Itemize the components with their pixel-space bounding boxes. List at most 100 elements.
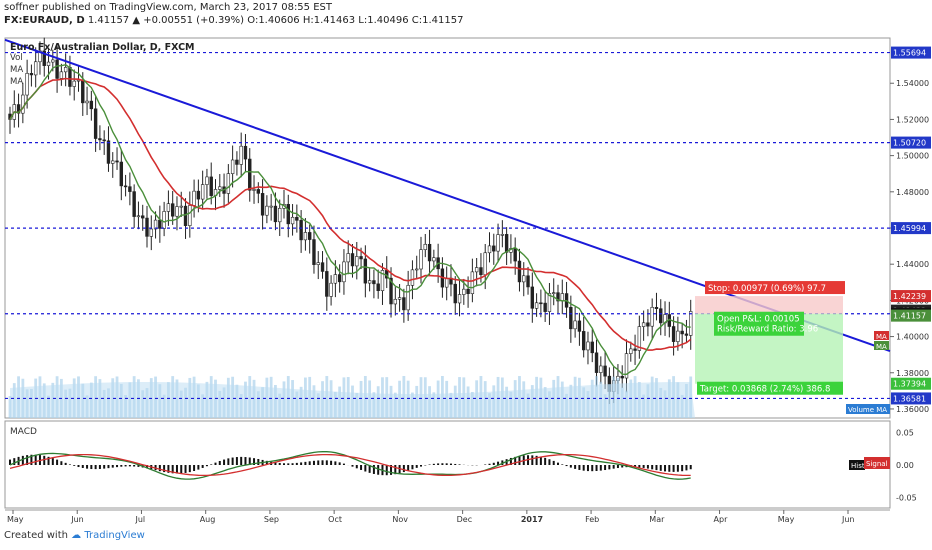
y-tick-label: 1.50000 — [896, 152, 929, 161]
candle — [393, 298, 398, 305]
candle — [337, 274, 342, 283]
indicator-legend: MA — [10, 77, 23, 87]
candle — [603, 365, 607, 377]
candle — [423, 243, 427, 250]
macd-tick-label: 0.05 — [896, 429, 914, 438]
macd-tick-label: -0.05 — [896, 494, 917, 503]
candle — [123, 185, 128, 188]
candle — [350, 253, 355, 267]
candle — [397, 297, 402, 300]
price-tag-box — [891, 377, 931, 390]
candle — [16, 104, 21, 114]
candle — [594, 352, 599, 373]
candle — [680, 330, 684, 335]
publish-line: soffner published on TradingView.com, Ma… — [4, 2, 332, 13]
candle — [355, 256, 359, 267]
candle — [342, 261, 346, 283]
candle — [192, 190, 196, 206]
candle — [646, 322, 650, 327]
candle — [543, 302, 547, 312]
candle — [513, 248, 517, 262]
candle — [586, 341, 590, 351]
stop-label-box — [705, 281, 845, 295]
x-tick-label: Jul — [134, 515, 145, 524]
y-tick-label: 1.40000 — [896, 333, 929, 342]
candle — [55, 59, 59, 79]
candle — [170, 203, 175, 217]
candle — [556, 292, 560, 302]
candle — [671, 326, 676, 342]
volume-ma-tag — [846, 404, 890, 414]
candle — [573, 320, 577, 330]
x-tick-label: Dec — [457, 515, 472, 524]
stop-label: Stop: 0.00977 (0.69%) 97.7 — [708, 284, 826, 294]
candle — [106, 140, 111, 164]
ma-tag-green — [874, 341, 889, 350]
candle — [166, 203, 171, 212]
candle — [273, 205, 278, 223]
candle — [226, 173, 231, 194]
candle — [316, 262, 320, 265]
candle — [235, 159, 239, 165]
candle — [230, 159, 235, 174]
price-tag: 1.37394 — [893, 380, 926, 389]
created-with-text: Created with — [4, 530, 68, 541]
candle — [637, 326, 642, 351]
candle — [111, 160, 115, 164]
candle — [303, 232, 308, 241]
candle — [389, 277, 393, 305]
x-tick-label: Oct — [328, 515, 342, 524]
candle — [196, 190, 201, 200]
target-label-box — [697, 381, 843, 395]
signal-tag-text: Signal — [866, 460, 888, 468]
candle — [569, 306, 573, 330]
candle — [462, 288, 466, 295]
candle — [372, 280, 376, 285]
candle — [81, 79, 85, 104]
candle — [641, 322, 646, 327]
x-tick-label: Mar — [649, 515, 665, 524]
candle — [376, 283, 380, 291]
y-tick-label: 1.48000 — [896, 188, 929, 197]
candle — [333, 274, 338, 284]
candle — [98, 138, 102, 141]
candle — [380, 270, 385, 291]
symbol-line: FX:EURAUD, D 1.41157 ▲ +0.00551 (+0.39%)… — [4, 15, 463, 26]
candle — [295, 216, 299, 221]
candle — [38, 50, 42, 63]
candle — [256, 189, 261, 194]
price-tag-box — [891, 136, 931, 149]
price-tag: 1.41157 — [893, 312, 926, 321]
candle — [457, 294, 462, 304]
candle — [517, 260, 522, 283]
candle — [483, 252, 487, 276]
candle — [149, 228, 153, 237]
price-tag-box — [891, 222, 931, 235]
candle — [21, 94, 25, 114]
candle — [539, 302, 543, 305]
price-tag-box — [891, 392, 931, 405]
candle — [522, 275, 526, 283]
indicator-legend: Vol — [10, 53, 23, 63]
x-tick-label: Apr — [714, 515, 729, 524]
chart-title: Euro Fx/Australian Dollar, D, FXCM — [10, 42, 195, 53]
candle — [676, 330, 680, 342]
volume-ma-tag-text: Volume MA — [848, 406, 887, 414]
y-tick-label: 1.38000 — [896, 369, 929, 378]
candle — [329, 282, 333, 297]
candle — [218, 186, 222, 190]
candle — [141, 215, 145, 219]
candle — [248, 158, 252, 191]
candle — [367, 280, 372, 284]
candle — [325, 271, 329, 297]
candle — [684, 333, 689, 336]
ma-green-line — [9, 63, 691, 376]
candle — [162, 211, 166, 229]
price-tag: 1.42239 — [893, 292, 926, 301]
candle — [346, 253, 350, 263]
candle — [363, 258, 368, 284]
indicator-legend: MA — [10, 65, 23, 75]
candle — [59, 71, 64, 79]
candle — [153, 219, 158, 230]
candle — [650, 306, 654, 327]
